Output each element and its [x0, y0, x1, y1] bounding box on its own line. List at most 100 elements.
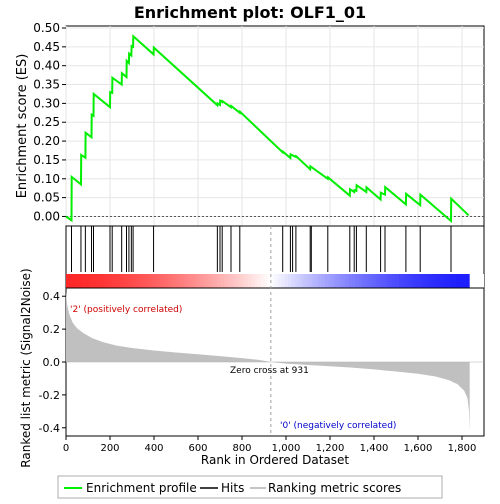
- color-bar-segment: [140, 274, 144, 288]
- color-bar-segment: [156, 274, 161, 288]
- color-bar-segment: [442, 274, 447, 288]
- color-bar-segment: [103, 274, 107, 288]
- enrichment-profile-line: [65, 34, 470, 224]
- es-y-tick-label: 0.40: [33, 59, 60, 73]
- color-bar-segment: [237, 274, 242, 288]
- color-bar-segment: [311, 274, 316, 288]
- color-bar-segment: [163, 274, 168, 288]
- color-bar-segment: [335, 274, 339, 288]
- legend-ranking-metric-label: Ranking metric scores: [268, 481, 401, 495]
- color-bar-segment: [429, 274, 434, 288]
- color-bar-segment: [345, 274, 350, 288]
- color-bar-segment: [183, 274, 188, 288]
- color-bar-segment: [79, 274, 84, 288]
- color-bar-segment: [160, 274, 165, 288]
- color-bar-segment: [308, 274, 313, 288]
- es-y-tick-label: 0.30: [33, 96, 60, 110]
- negative-correlation-label: '0' (negatively correlated): [280, 421, 396, 431]
- color-bar-segment: [436, 274, 440, 288]
- x-axis-ticks: 0 200 400 600 800 1,000 1,200 1,400 1,600 1,800: [63, 436, 476, 454]
- color-bar-segment: [358, 274, 363, 288]
- color-bar-segment: [298, 274, 302, 288]
- color-bar-segment: [96, 274, 101, 288]
- color-bar-segment: [422, 274, 427, 288]
- color-bar-segment: [136, 274, 141, 288]
- x-tick-label: 1,000: [272, 443, 301, 454]
- color-bar-segment: [166, 274, 171, 288]
- color-bar-segment: [281, 274, 286, 288]
- color-bar-segment: [116, 274, 121, 288]
- color-bar-segment: [180, 274, 185, 288]
- color-bar-segment: [210, 274, 215, 288]
- color-bar-segment: [274, 274, 279, 288]
- color-bar-segment: [200, 274, 205, 288]
- color-bar-segment: [351, 274, 356, 288]
- color-bar-segment: [150, 274, 154, 288]
- color-bar-segment: [325, 274, 329, 288]
- color-bar-segment: [462, 274, 467, 288]
- color-bar-segment: [153, 274, 158, 288]
- color-bar-segment: [251, 274, 255, 288]
- color-bar-segment: [348, 274, 353, 288]
- es-y-tick-label: 0.35: [33, 78, 60, 92]
- x-tick-label: 200: [100, 443, 119, 454]
- color-bar-segment: [99, 274, 104, 288]
- color-bar-segment: [234, 274, 239, 288]
- color-bar-segment: [113, 274, 117, 288]
- color-bar-segment: [378, 274, 383, 288]
- color-bar-segment: [432, 274, 437, 288]
- es-y-tick-label: 0.10: [33, 172, 60, 186]
- metric-y-tick-label: -0.4: [39, 422, 60, 435]
- metric-y-tick-label: 0.0: [43, 356, 61, 369]
- color-bar-segment: [76, 274, 80, 288]
- metric-y-axis-label: Ranked list metric (Signal2Noise): [19, 268, 33, 467]
- color-bar-segment: [321, 274, 326, 288]
- metric-y-tick-label: 0.4: [43, 290, 61, 303]
- color-bar-segment: [214, 274, 218, 288]
- color-bar-segment: [399, 274, 403, 288]
- color-bar-segment: [446, 274, 451, 288]
- chart-legend: Enrichment profile Hits Ranking metric s…: [57, 475, 443, 499]
- x-tick-label: 1,200: [316, 443, 345, 454]
- color-bar-segment: [412, 274, 417, 288]
- color-bar-segment: [331, 274, 336, 288]
- color-bar-segment: [372, 274, 377, 288]
- es-y-tick-label: 0.15: [33, 153, 60, 167]
- color-bar-segment: [244, 274, 249, 288]
- color-bar-segment: [425, 274, 430, 288]
- color-bar-segment: [146, 274, 151, 288]
- color-bar-segment: [415, 274, 420, 288]
- color-bar-segment: [294, 274, 299, 288]
- metric-y-tick-label: 0.2: [43, 323, 61, 336]
- color-bar-segment: [304, 274, 309, 288]
- color-bar-segment: [385, 274, 390, 288]
- color-bar-segment: [362, 274, 366, 288]
- color-bar-segment: [190, 274, 195, 288]
- x-tick-label: 1,600: [404, 443, 433, 454]
- color-bar-end: [469, 274, 484, 288]
- color-bar-segment: [267, 274, 272, 288]
- color-bar-segment: [143, 274, 148, 288]
- color-bar-segment: [106, 274, 111, 288]
- color-bar-segment: [314, 274, 319, 288]
- es-y-tick-label: 0.20: [33, 134, 60, 148]
- es-y-tick-label: 0.45: [33, 40, 60, 54]
- color-bar-segment: [439, 274, 444, 288]
- color-bar-segment: [375, 274, 380, 288]
- metric-y-tick-label: -0.2: [39, 389, 60, 402]
- ranking-metric-area: [66, 291, 470, 432]
- x-tick-label: 0: [63, 443, 69, 454]
- color-bar-segment: [203, 274, 208, 288]
- color-bar-segment: [402, 274, 407, 288]
- color-bar-segment: [449, 274, 454, 288]
- es-y-tick-label: 0.50: [33, 21, 60, 35]
- color-bar-segment: [66, 274, 70, 288]
- legend-box: [57, 475, 443, 499]
- color-bar-segment: [224, 274, 228, 288]
- chart-title: Enrichment plot: OLF1_01: [134, 3, 366, 22]
- color-bar-segment: [69, 274, 74, 288]
- color-bar-segment: [92, 274, 97, 288]
- color-bar-segment: [217, 274, 222, 288]
- color-bar-segment: [240, 274, 245, 288]
